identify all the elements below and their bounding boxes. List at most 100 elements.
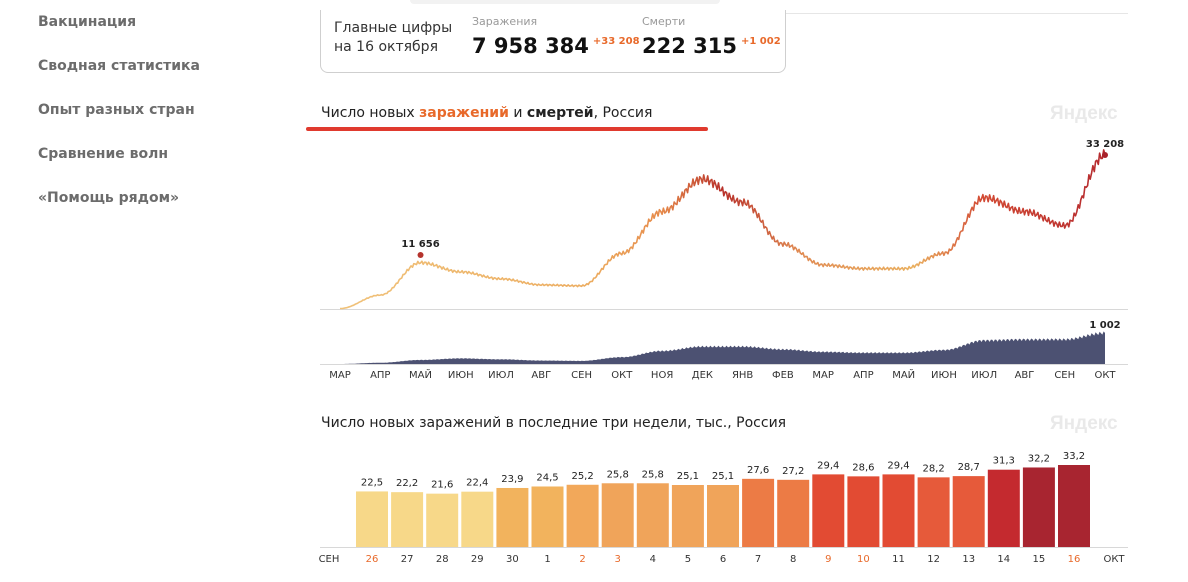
bar-day-label: 28: [436, 554, 449, 565]
deaths-delta: +1 002: [740, 36, 781, 47]
bar: [391, 492, 424, 547]
summary-title: Главные цифры на 16 октября: [334, 19, 452, 57]
bar-day-label: 13: [962, 554, 975, 565]
bar: [987, 469, 1020, 547]
bar-value-label: 23,9: [501, 474, 523, 485]
month-tick-label: АВГ: [531, 370, 551, 381]
deaths-last-label: 1 002: [1089, 320, 1120, 331]
bar-day-label: 14: [997, 554, 1010, 565]
month-tick-label: ИЮЛ: [971, 370, 997, 381]
month-tick-label: МАР: [329, 370, 351, 381]
bar: [742, 478, 775, 547]
infections-last-label: 33 208: [1086, 139, 1124, 150]
deaths-area-chart: 1 002 МАР АПР МАЙ ИЮН ИЮЛ АВГ СЕН ОКТ НОЯ ДЕК ЯНВ ФЕ…: [320, 320, 1128, 381]
month-tick-label: ОКТ: [611, 370, 633, 381]
summary-title-line1: Главные цифры: [334, 20, 453, 36]
month-tick-label: АВГ: [1015, 370, 1035, 381]
bar-month-end-label: ОКТ: [1103, 554, 1125, 565]
bar-month-start-label: СЕН: [319, 554, 340, 565]
bar-day-label: 30: [506, 554, 519, 565]
bar: [566, 484, 599, 547]
bar-value-label: 25,2: [571, 471, 593, 482]
bar: [496, 487, 529, 547]
bar-value-label: 29,4: [887, 460, 909, 471]
bar-value-label: 31,3: [993, 456, 1015, 467]
month-tick-label: ДЕК: [692, 370, 713, 381]
infections-line: [340, 149, 1106, 310]
month-tick-label: ИЮН: [448, 370, 474, 381]
bar: [601, 483, 634, 547]
sidebar-item-vaccination[interactable]: Вакцинация: [38, 14, 137, 30]
infections-peak-marker: [417, 251, 424, 258]
infections-line-chart: 11 656 33 208: [320, 139, 1128, 310]
month-tick-label: ЯНВ: [732, 370, 753, 381]
bar-day-label: 10: [857, 554, 870, 565]
bar-day-label: 26: [366, 554, 379, 565]
cases-delta: +33 208: [592, 36, 640, 47]
sidebar-item-summary-stats[interactable]: Сводная статистика: [38, 58, 200, 74]
cases-stat: Заражения 7 958 384 +33 208: [472, 15, 640, 58]
bar: [952, 476, 985, 547]
chart1-title-mid: и: [508, 105, 527, 121]
bar: [917, 477, 950, 547]
bar: [1058, 465, 1090, 547]
deaths-stat: Смерти 222 315 +1 002: [642, 15, 781, 58]
month-tick-label: СЕН: [1054, 370, 1075, 381]
bar-value-label: 25,8: [607, 469, 629, 480]
bar-day-label: 15: [1033, 554, 1046, 565]
month-tick-label: АПР: [853, 370, 873, 381]
bar-value-label: 32,2: [1028, 453, 1050, 464]
title-underline: [306, 127, 708, 131]
bar-value-label: 27,2: [782, 466, 804, 477]
bar-day-label: 3: [615, 554, 621, 565]
sidebar: Вакцинация Сводная статистика Опыт разны…: [38, 12, 288, 232]
bar: [1022, 467, 1055, 547]
month-tick-label: МАЙ: [409, 368, 432, 381]
summary-title-date: на 16 октября: [334, 39, 438, 55]
infections-last-marker: [1102, 152, 1108, 158]
bar-value-label: 24,5: [536, 472, 558, 483]
summary-card: Главные цифры на 16 октября Заражения 7 …: [320, 10, 786, 73]
bar-day-label: 29: [471, 554, 484, 565]
deaths-area: [340, 331, 1105, 364]
yandex-watermark-2: Яндекс: [1050, 413, 1118, 434]
chart1-title-infections: заражений: [419, 105, 509, 121]
chart1-title-post: , Россия: [593, 105, 653, 121]
bar-value-label: 28,6: [852, 462, 874, 473]
month-tick-label: МАЙ: [892, 368, 915, 381]
bar-value-label: 33,2: [1063, 451, 1085, 462]
deaths-label: Смерти: [642, 15, 686, 28]
bar: [426, 493, 459, 547]
chart1-title-pre: Число новых: [321, 105, 420, 121]
bar-value-label: 25,1: [712, 471, 734, 482]
bar-value-label: 27,6: [747, 465, 769, 476]
yandex-watermark: Яндекс: [1050, 103, 1118, 124]
infections-peak-label: 11 656: [401, 239, 439, 250]
bar: [847, 476, 880, 547]
sidebar-item-countries[interactable]: Опыт разных стран: [38, 102, 195, 118]
bar-value-label: 22,5: [361, 477, 383, 488]
bar-value-label: 21,6: [431, 480, 453, 491]
chart1-title: Число новых заражений и смертей, Россия: [321, 105, 652, 121]
bar-value-label: 28,2: [922, 463, 944, 474]
bar-day-label: 27: [401, 554, 414, 565]
bar-day-label: 11: [892, 554, 905, 565]
bar-day-label: 7: [755, 554, 761, 565]
bar: [707, 485, 739, 547]
sidebar-item-waves[interactable]: Сравнение волн: [38, 146, 169, 162]
cases-value-row: 7 958 384 +33 208: [472, 34, 640, 58]
bar-value-label: 22,4: [466, 478, 488, 489]
sidebar-item-help-nearby[interactable]: «Помощь рядом»: [38, 190, 180, 206]
bar-value-label: 22,2: [396, 478, 418, 489]
bar-day-label: 12: [927, 554, 940, 565]
bar-day-label: 6: [720, 554, 726, 565]
bar-day-label: 9: [825, 554, 831, 565]
bar: [636, 483, 669, 547]
bar: [812, 474, 845, 547]
bar: [671, 485, 704, 547]
deaths-value: 222 315: [642, 34, 737, 58]
chart2-title: Число новых заражений в последние три не…: [321, 415, 787, 431]
cases-label: Заражения: [472, 15, 538, 28]
month-tick-label: НОЯ: [651, 370, 673, 381]
